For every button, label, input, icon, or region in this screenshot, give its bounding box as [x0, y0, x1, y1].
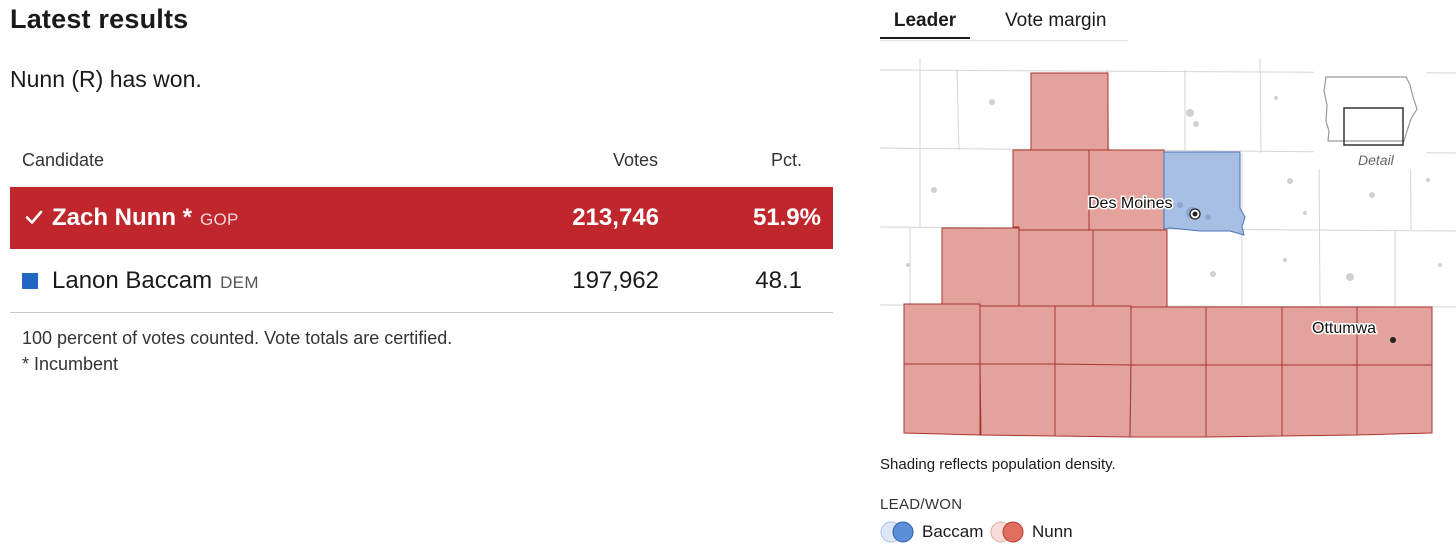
city-marker-des-moines	[1189, 208, 1201, 220]
results-heading: Latest results	[10, 4, 189, 34]
votes-cell: 197,962	[572, 267, 659, 294]
candidate-cell: Zach Nunn * GOP	[24, 187, 239, 249]
city-label-des-moines: Des Moines	[1088, 195, 1172, 212]
city-marker-ottumwa	[1390, 337, 1396, 343]
tab-vote-margin[interactable]: Vote margin	[1005, 10, 1107, 31]
votes-cell: 213,746	[572, 204, 659, 231]
gop-counties	[903, 72, 1433, 438]
votes-counted-note: 100 percent of votes counted. Vote total…	[22, 328, 453, 348]
county	[1129, 364, 1207, 438]
county	[903, 303, 981, 365]
table-row-winner: Zach Nunn * GOP 213,746 51.9%	[10, 187, 833, 249]
candidate-name: Lanon Baccam	[52, 267, 213, 294]
legend-label-baccam: Baccam	[922, 522, 984, 541]
column-pct: Pct.	[770, 150, 802, 170]
tab-leader[interactable]: Leader	[893, 10, 957, 31]
checkmark-icon	[25, 210, 43, 224]
map-caption: Shading reflects population density.	[880, 456, 1116, 473]
candidate-name: Zach Nunn	[52, 204, 176, 231]
column-votes: Votes	[612, 150, 658, 170]
city-label-ottumwa: Ottumwa	[1312, 320, 1376, 337]
county	[1205, 364, 1283, 438]
legend-item-baccam: Baccam	[880, 520, 983, 544]
county	[979, 305, 1056, 365]
county	[1054, 363, 1132, 438]
party-label: GOP	[200, 210, 239, 229]
table-row: Lanon Baccam DEM 197,962 48.1	[10, 250, 833, 312]
county	[979, 363, 1056, 437]
county	[1088, 149, 1165, 231]
map-tabs: Leader Vote margin	[880, 0, 1128, 41]
inset-label: Detail	[1358, 152, 1395, 168]
incumbent-note: * Incumbent	[22, 354, 119, 374]
county-map-svg: Des Moines Ottumwa Detail	[880, 57, 1456, 438]
county	[1092, 229, 1168, 308]
race-status: Nunn (R) has won.	[10, 66, 202, 92]
county	[1356, 364, 1433, 436]
incumbent-mark: *	[182, 204, 193, 231]
iowa-outline	[1323, 76, 1418, 142]
pct-cell: 48.1	[755, 267, 802, 294]
detail-box	[1343, 107, 1404, 146]
county	[1130, 306, 1207, 366]
county	[1018, 229, 1094, 307]
column-candidate: Candidate	[22, 150, 105, 170]
dem-legend-circles-icon	[880, 521, 914, 543]
dem-county	[1163, 151, 1246, 236]
county-map: Des Moines Ottumwa Detail	[880, 55, 1456, 445]
table-divider	[10, 312, 833, 313]
candidate-cell: Lanon Baccam DEM	[22, 250, 259, 312]
county	[1054, 305, 1132, 366]
results-panel: Latest results Nunn (R) has won. Candida…	[10, 4, 833, 374]
county	[1012, 149, 1090, 231]
gop-legend-circles-icon	[990, 521, 1024, 543]
active-tab-indicator	[880, 37, 970, 39]
party-label: DEM	[220, 273, 259, 292]
county	[941, 227, 1020, 307]
iowa-inset: Detail	[1314, 69, 1426, 169]
county	[1030, 72, 1109, 151]
legend-item-nunn: Nunn	[990, 520, 1073, 544]
legend-label-nunn: Nunn	[1032, 522, 1073, 541]
county	[1205, 306, 1283, 366]
dem-color-swatch	[22, 273, 38, 289]
county	[1281, 364, 1358, 437]
county	[903, 363, 981, 436]
legend-title: LEAD/WON	[880, 496, 963, 513]
pct-cell: 51.9%	[752, 204, 821, 231]
